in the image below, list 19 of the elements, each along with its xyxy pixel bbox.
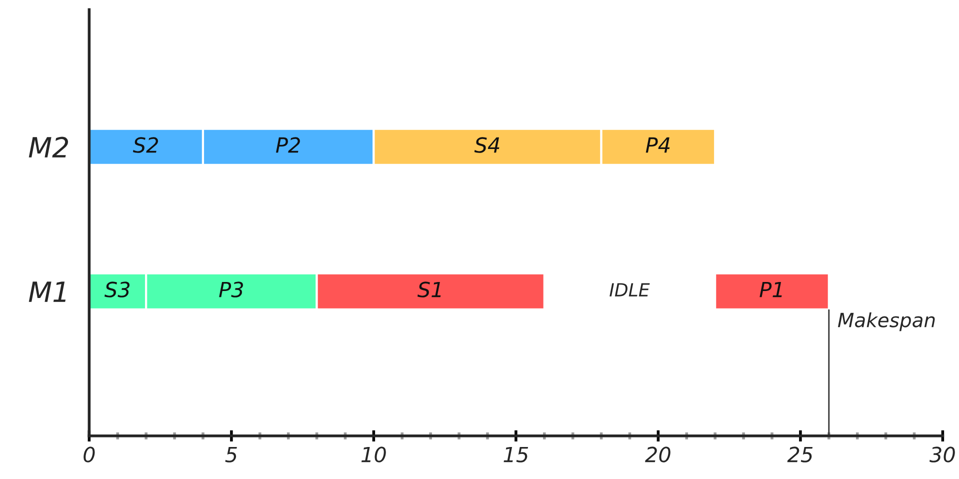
x-tick-label: 10 xyxy=(361,446,386,462)
x-tick-label: 0 xyxy=(84,446,95,462)
series-label: S1 xyxy=(417,282,441,298)
series-label: S3 xyxy=(104,282,130,298)
series-label: S2 xyxy=(132,137,158,153)
series-label: P3 xyxy=(219,282,244,298)
series-label: P1 xyxy=(760,282,782,298)
annotation: IDLE xyxy=(610,283,650,296)
x-tick-label: 25 xyxy=(787,446,813,462)
ref-line-label: Makespan xyxy=(838,312,935,332)
series-label: S4 xyxy=(474,137,500,153)
series-label: P2 xyxy=(276,137,300,153)
y-tick-label: M1 xyxy=(28,282,66,302)
y-tick-label: M2 xyxy=(28,136,68,158)
series-label: P4 xyxy=(646,137,670,153)
x-tick-label: 30 xyxy=(929,446,955,462)
x-tick-label: 15 xyxy=(504,446,528,462)
x-tick-label: 20 xyxy=(645,446,670,462)
x-tick-label: 5 xyxy=(225,446,237,462)
